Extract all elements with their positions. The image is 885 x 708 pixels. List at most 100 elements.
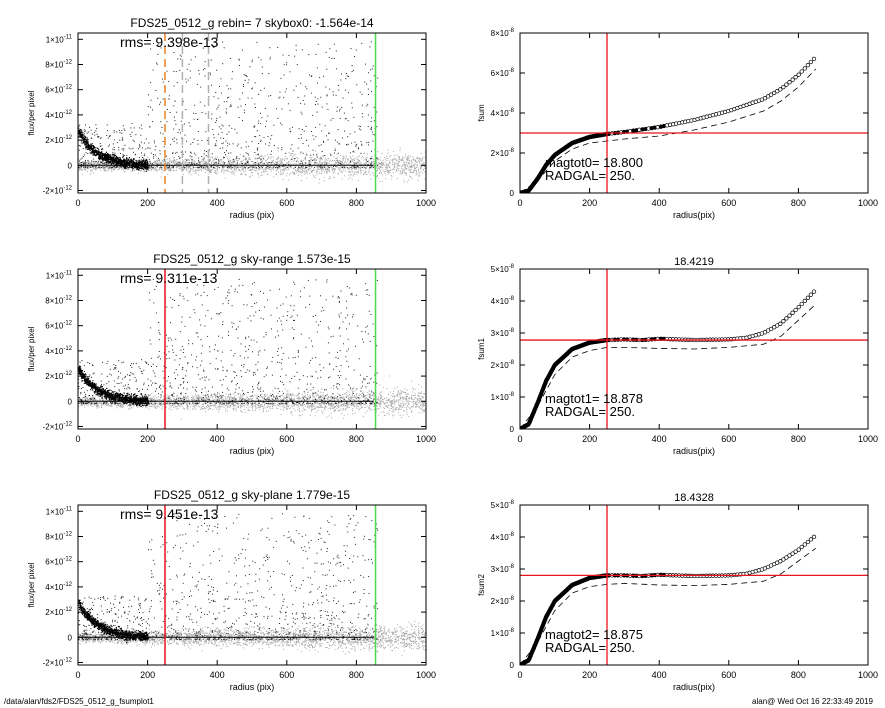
profile-point bbox=[136, 167, 138, 169]
sky-point bbox=[86, 162, 88, 164]
sky-point bbox=[249, 169, 251, 171]
outlier-point bbox=[231, 78, 233, 80]
sky-point bbox=[150, 169, 152, 171]
outlier-point bbox=[316, 156, 318, 158]
outlier-point bbox=[337, 106, 339, 108]
sky-point bbox=[376, 176, 378, 177]
sky-point bbox=[210, 169, 212, 171]
profile-point bbox=[79, 133, 81, 135]
outlier-point bbox=[133, 166, 135, 168]
sky-point bbox=[419, 158, 421, 160]
sky-point bbox=[380, 162, 382, 164]
outlier-point bbox=[197, 167, 199, 169]
outlier-point bbox=[304, 162, 306, 164]
sky-point bbox=[310, 165, 312, 167]
sky-point bbox=[209, 172, 211, 174]
outlier-point bbox=[84, 161, 86, 163]
outlier-point bbox=[172, 138, 174, 140]
outlier-point bbox=[134, 154, 136, 156]
x-tick-label: 400 bbox=[652, 198, 667, 208]
outlier-point bbox=[327, 166, 329, 168]
sky-point bbox=[223, 169, 225, 171]
sky-point bbox=[313, 176, 315, 178]
sky-point bbox=[410, 161, 412, 163]
sky-point bbox=[99, 165, 101, 167]
sky-point bbox=[291, 153, 293, 154]
sky-point bbox=[399, 159, 401, 161]
sky-point bbox=[228, 163, 230, 164]
outlier-point bbox=[172, 165, 174, 167]
sky-point bbox=[112, 168, 114, 170]
sky-point bbox=[313, 158, 315, 160]
sky-point bbox=[79, 166, 81, 168]
sky-point bbox=[318, 163, 320, 165]
outlier-point bbox=[213, 162, 215, 164]
outlier-point bbox=[309, 165, 311, 167]
x-tick-label: 400 bbox=[210, 198, 225, 208]
fsum-annotation: RADGAL= 250. bbox=[545, 168, 635, 183]
sky-point bbox=[91, 163, 93, 165]
sky-point bbox=[159, 168, 161, 170]
sky-point bbox=[390, 169, 392, 171]
sky-point bbox=[259, 405, 261, 407]
sky-point bbox=[311, 159, 313, 161]
profile-point bbox=[100, 155, 102, 157]
sky-point bbox=[379, 173, 381, 175]
outlier-point bbox=[369, 46, 371, 48]
sky-point bbox=[388, 165, 390, 167]
sky-point bbox=[336, 159, 337, 161]
outlier-point bbox=[226, 101, 228, 103]
outlier-point bbox=[339, 118, 341, 119]
outlier-point bbox=[218, 126, 220, 128]
outlier-point bbox=[254, 152, 256, 153]
profile-point bbox=[144, 165, 146, 167]
sky-point bbox=[305, 165, 307, 167]
sky-point bbox=[153, 169, 155, 171]
outlier-point bbox=[284, 91, 286, 93]
sky-point bbox=[238, 169, 240, 171]
outlier-point bbox=[268, 95, 270, 97]
sky-point bbox=[188, 170, 190, 172]
outlier-point bbox=[314, 162, 316, 164]
outlier-point bbox=[319, 123, 321, 125]
sky-point bbox=[310, 170, 312, 172]
outlier-point bbox=[223, 156, 224, 158]
profile-point bbox=[93, 151, 95, 153]
profile-point bbox=[107, 162, 109, 164]
sky-point bbox=[379, 180, 381, 182]
profile-point bbox=[90, 145, 93, 148]
sky-point bbox=[253, 163, 254, 165]
sky-point bbox=[340, 171, 342, 173]
sky-point bbox=[405, 174, 407, 176]
y-tick-label: 4×10-8 bbox=[491, 108, 515, 118]
fsum-point bbox=[778, 87, 783, 92]
outlier-point bbox=[298, 138, 300, 139]
sky-point bbox=[385, 168, 387, 170]
sky-point bbox=[149, 161, 151, 163]
sky-point bbox=[210, 167, 212, 169]
sky-point bbox=[410, 170, 412, 172]
outlier-point bbox=[289, 128, 291, 130]
profile-point bbox=[133, 161, 135, 163]
sky-point bbox=[357, 171, 359, 173]
outlier-point bbox=[106, 124, 108, 126]
profile-point bbox=[131, 160, 133, 162]
sky-point bbox=[244, 157, 246, 159]
outlier-point bbox=[100, 137, 102, 139]
sky-point bbox=[330, 153, 332, 155]
outlier-point bbox=[372, 140, 374, 142]
outlier-point bbox=[312, 160, 314, 161]
sky-point bbox=[343, 159, 345, 161]
sky-point bbox=[386, 402, 388, 404]
sky-point bbox=[88, 166, 90, 168]
outlier-point bbox=[225, 108, 227, 110]
sky-point bbox=[154, 168, 156, 169]
outlier-point bbox=[116, 167, 118, 169]
profile-point bbox=[81, 137, 83, 139]
sky-point bbox=[209, 170, 211, 172]
outlier-point bbox=[176, 151, 178, 153]
profile-point bbox=[100, 161, 102, 163]
outlier-point bbox=[204, 75, 206, 77]
outlier-point bbox=[219, 167, 221, 169]
x-tick-label: 1000 bbox=[416, 198, 436, 208]
